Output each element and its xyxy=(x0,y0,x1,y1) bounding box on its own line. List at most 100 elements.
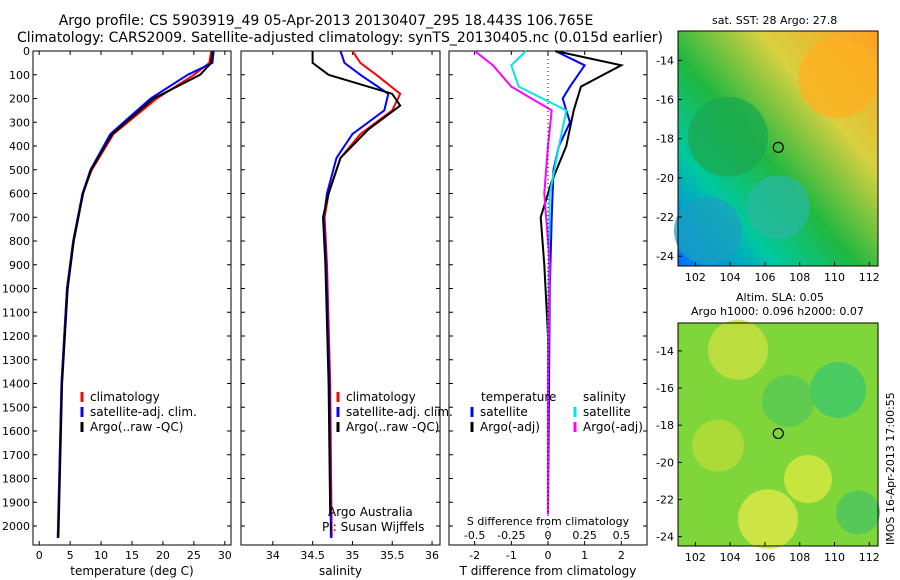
sla-blob xyxy=(836,490,880,535)
y-tick-label: -20 xyxy=(656,456,674,469)
profile-panel-1: 0 5 10 15 20 25 300100200300400500600700800900… xyxy=(2,45,232,578)
x-axis-label: temperature (deg C) xyxy=(70,564,193,578)
x-tick-label: 102 xyxy=(685,551,706,564)
x-tick-label: 0 xyxy=(545,549,552,562)
y-tick-label: 900 xyxy=(9,259,30,272)
series-line xyxy=(57,50,214,538)
series-line xyxy=(510,50,568,515)
sla-blob xyxy=(708,319,768,380)
x2-tick-label: 0.25 xyxy=(572,529,597,542)
series-line xyxy=(311,51,402,515)
sst-map: 102 104 106 108 110 112 -14 -16 -18 -20 -22 -24 xyxy=(656,30,880,284)
y-tick-label: 800 xyxy=(9,235,30,248)
y-tick-label: -22 xyxy=(656,211,674,224)
y-tick-label: 600 xyxy=(9,188,30,201)
x-tick-label: 1 xyxy=(581,549,588,562)
y-tick-label: 1300 xyxy=(2,354,30,367)
x-axis-label: salinity xyxy=(319,564,362,578)
credit-line-2: PI: Susan Wijffels xyxy=(322,520,424,534)
x2-tick-label: -0.25 xyxy=(497,529,525,542)
x-tick-label: 108 xyxy=(789,551,810,564)
x-tick-label: 110 xyxy=(824,271,845,284)
legend-label: satellite xyxy=(480,405,528,419)
legend-label: Argo(..raw -QC) xyxy=(90,420,183,434)
y-tick-label: 1100 xyxy=(2,306,30,319)
y-tick-label: 1800 xyxy=(2,473,30,486)
legend-header-temperature: temperature xyxy=(481,390,556,404)
profile-panel-3: -2 -1 0 1 2 T difference from climatology xyxy=(448,50,648,578)
x-tick-label: 102 xyxy=(685,271,706,284)
sla-blob xyxy=(784,455,832,504)
y-tick-label: -20 xyxy=(656,172,674,185)
y-tick-label: -14 xyxy=(656,54,674,67)
sst-blob xyxy=(746,175,810,240)
map-frame xyxy=(677,30,879,267)
title-line-2: Climatology: CARS2009. Satellite-adjuste… xyxy=(16,30,664,46)
y-tick-label: 1500 xyxy=(2,401,30,414)
sla-map-title-2: Argo h1000: 0.096 h2000: 0.07 xyxy=(691,305,864,318)
legend-label: climatology xyxy=(90,390,160,404)
y-tick-label: 300 xyxy=(9,116,30,129)
x-tick-label: 108 xyxy=(789,271,810,284)
x-tick-label: 25 xyxy=(187,549,201,562)
x-tick-label: 112 xyxy=(859,271,880,284)
series-line xyxy=(547,50,587,515)
series-line xyxy=(56,50,213,538)
x-tick-label: 0 xyxy=(36,549,43,562)
sla-blob xyxy=(762,375,814,428)
x-tick-label: -1 xyxy=(506,549,517,562)
legend-label: satellite xyxy=(583,405,631,419)
x-tick-label: 35.5 xyxy=(380,549,405,562)
x-tick-label: 30 xyxy=(218,549,232,562)
plot-frame xyxy=(240,50,441,546)
y-tick-label: 1000 xyxy=(2,283,30,296)
plot-frame xyxy=(32,50,232,546)
x-tick-label: 110 xyxy=(824,551,845,564)
legend-label: Argo(-adj) xyxy=(480,420,540,434)
x-tick-label: 5 xyxy=(67,549,74,562)
argo-location-marker xyxy=(772,427,784,440)
sst-map-title: sat. SST: 28 Argo: 27.8 xyxy=(712,14,838,27)
x2-tick-label: 0 xyxy=(545,529,552,542)
sla-blob xyxy=(810,361,866,418)
y-tick-label: -22 xyxy=(656,494,674,507)
sla-map: 102 104 106 108 110 112 -14 -16 -18 -20 -22 -24 xyxy=(656,319,880,564)
sst-blob xyxy=(798,38,878,118)
x-tick-label: 15 xyxy=(125,549,139,562)
x-tick-label: 112 xyxy=(859,551,880,564)
x-tick-label: 34 xyxy=(266,549,280,562)
y-tick-label: 1700 xyxy=(2,449,30,462)
x2-tick-label: -0.5 xyxy=(464,529,485,542)
y-tick-label: 1600 xyxy=(2,425,30,438)
y-tick-label: 1400 xyxy=(2,378,30,391)
legend-label: climatology xyxy=(346,390,416,404)
y-tick-label: 2000 xyxy=(2,520,30,533)
credit-line-1: Argo Australia xyxy=(328,505,413,519)
x-tick-label: 106 xyxy=(754,271,775,284)
legend-label: satellite-adj. clim. xyxy=(90,405,197,419)
x-tick-label: 104 xyxy=(720,271,741,284)
sla-map-title-1: Altim. SLA: 0.05 xyxy=(736,291,825,304)
series-line xyxy=(539,50,625,515)
y-tick-label: -14 xyxy=(656,345,674,358)
profile-panel-2: 34 34.5 35 35.5 36 salinity xyxy=(240,50,441,578)
series-line xyxy=(474,50,553,515)
x-tick-label: 106 xyxy=(754,551,775,564)
y-tick-label: -24 xyxy=(656,250,674,263)
sst-blob xyxy=(674,196,742,265)
x-tick-label: 34.5 xyxy=(300,549,325,562)
y-tick-label: 400 xyxy=(9,140,30,153)
series-line xyxy=(322,50,390,538)
y-tick-label: 1900 xyxy=(2,496,30,509)
x-tick-label: 35 xyxy=(345,549,359,562)
x-axis-label: T difference from climatology xyxy=(459,564,637,578)
x-tick-label: 104 xyxy=(720,551,741,564)
x-tick-label: 2 xyxy=(618,549,625,562)
y-tick-label: -18 xyxy=(656,133,674,146)
x2-axis-label: S difference from climatology xyxy=(467,515,630,528)
y-tick-label: 1200 xyxy=(2,330,30,343)
y-tick-label: 0 xyxy=(23,45,30,58)
legend-label: Argo(-adj) xyxy=(583,420,643,434)
sla-blob xyxy=(738,489,798,550)
